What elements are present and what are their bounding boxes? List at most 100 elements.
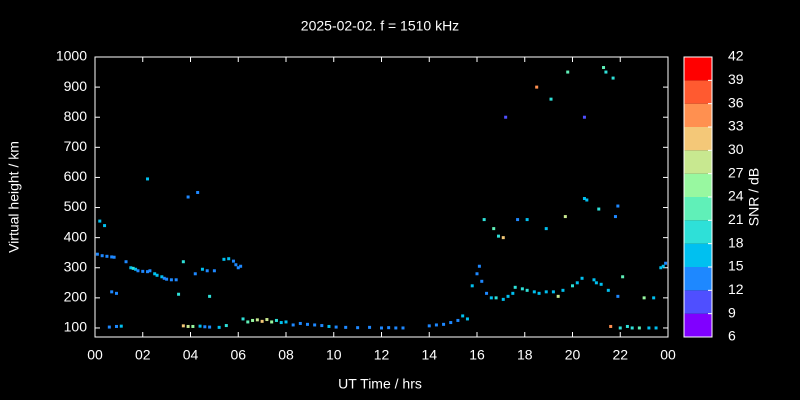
data-point	[394, 326, 398, 330]
data-point	[327, 324, 331, 328]
data-point	[255, 318, 259, 322]
x-tick-label: 22	[612, 347, 628, 363]
data-point	[380, 326, 383, 330]
data-point	[563, 215, 567, 219]
colorbar-tick-label: 6	[728, 328, 736, 344]
colorbar-tick-label: 30	[728, 141, 744, 157]
data-point	[494, 296, 498, 300]
data-point	[114, 324, 118, 328]
x-axis-label: UT Time / hrs	[338, 376, 422, 392]
data-point	[313, 323, 317, 327]
data-point	[270, 320, 274, 324]
data-point	[191, 324, 195, 328]
data-point	[279, 321, 283, 325]
data-point	[129, 266, 133, 270]
x-tick-label: 10	[326, 347, 342, 363]
data-point	[504, 115, 508, 119]
data-point	[532, 290, 536, 294]
x-tick-label: 00	[87, 347, 103, 363]
data-point	[305, 322, 309, 326]
data-point	[427, 324, 431, 328]
data-point	[241, 317, 245, 321]
data-point	[616, 204, 620, 208]
data-point	[604, 70, 608, 74]
colorbar-band	[684, 150, 712, 174]
colorbar-tick-label: 27	[728, 164, 744, 180]
data-point	[200, 267, 204, 271]
data-point	[597, 207, 601, 211]
data-point	[477, 264, 481, 268]
data-point	[501, 236, 505, 240]
data-point	[153, 272, 157, 276]
data-point	[227, 257, 231, 261]
x-tick-label: 02	[135, 347, 151, 363]
data-point	[234, 263, 238, 267]
data-point	[107, 325, 111, 329]
data-point	[599, 282, 603, 286]
data-point	[489, 296, 493, 300]
colorbar-band	[684, 127, 712, 151]
data-point	[516, 218, 520, 222]
data-point	[260, 319, 264, 323]
data-point	[501, 297, 505, 301]
colorbar-tick-label: 42	[728, 48, 744, 64]
data-point	[112, 255, 116, 259]
y-tick-label: 400	[64, 228, 88, 244]
data-point	[146, 177, 150, 181]
data-point	[664, 261, 668, 265]
data-point	[344, 325, 348, 329]
data-point	[265, 318, 269, 322]
colorbar-band	[684, 103, 712, 127]
data-point	[186, 195, 190, 199]
data-point	[203, 325, 207, 329]
data-point	[659, 266, 663, 270]
data-point	[475, 272, 479, 276]
colorbar-label: SNR / dB	[746, 168, 762, 226]
data-point	[551, 290, 555, 294]
data-point	[284, 320, 288, 324]
data-point	[160, 275, 164, 279]
colorbar-tick-label: 36	[728, 94, 744, 110]
data-point	[119, 324, 123, 328]
data-point	[561, 288, 565, 292]
data-point	[511, 291, 515, 295]
colorbar-band	[684, 267, 712, 291]
data-point	[652, 296, 656, 300]
x-tick-label: 06	[230, 347, 246, 363]
data-point	[571, 284, 574, 288]
data-point	[442, 322, 446, 326]
data-point	[205, 269, 209, 273]
colorbar-band	[684, 197, 712, 221]
data-point	[110, 255, 114, 259]
data-point	[114, 291, 118, 295]
x-tick-label: 20	[565, 347, 581, 363]
data-point	[291, 323, 295, 327]
data-point	[585, 198, 589, 202]
data-point	[196, 190, 200, 194]
data-point	[136, 269, 140, 273]
data-point	[356, 326, 360, 330]
x-tick-label: 16	[469, 347, 485, 363]
data-point	[181, 324, 185, 328]
data-point	[177, 292, 181, 296]
colorbar-tick-label: 12	[728, 281, 744, 297]
data-point	[580, 276, 584, 280]
data-point	[535, 85, 539, 89]
colorbar-band	[684, 220, 712, 244]
data-point	[520, 287, 524, 291]
colorbar-tick-label: 9	[728, 304, 736, 320]
data-point	[513, 285, 517, 289]
data-point	[647, 326, 651, 330]
data-point	[368, 325, 372, 329]
colorbar-band	[684, 290, 712, 314]
data-point	[98, 219, 102, 223]
data-point	[637, 326, 641, 330]
colorbar-tick-label: 33	[728, 118, 744, 134]
data-point	[480, 279, 484, 283]
data-point	[208, 325, 212, 329]
data-point	[387, 326, 391, 330]
data-point	[236, 266, 240, 270]
colorbar-band	[684, 243, 712, 267]
data-point	[162, 276, 166, 280]
